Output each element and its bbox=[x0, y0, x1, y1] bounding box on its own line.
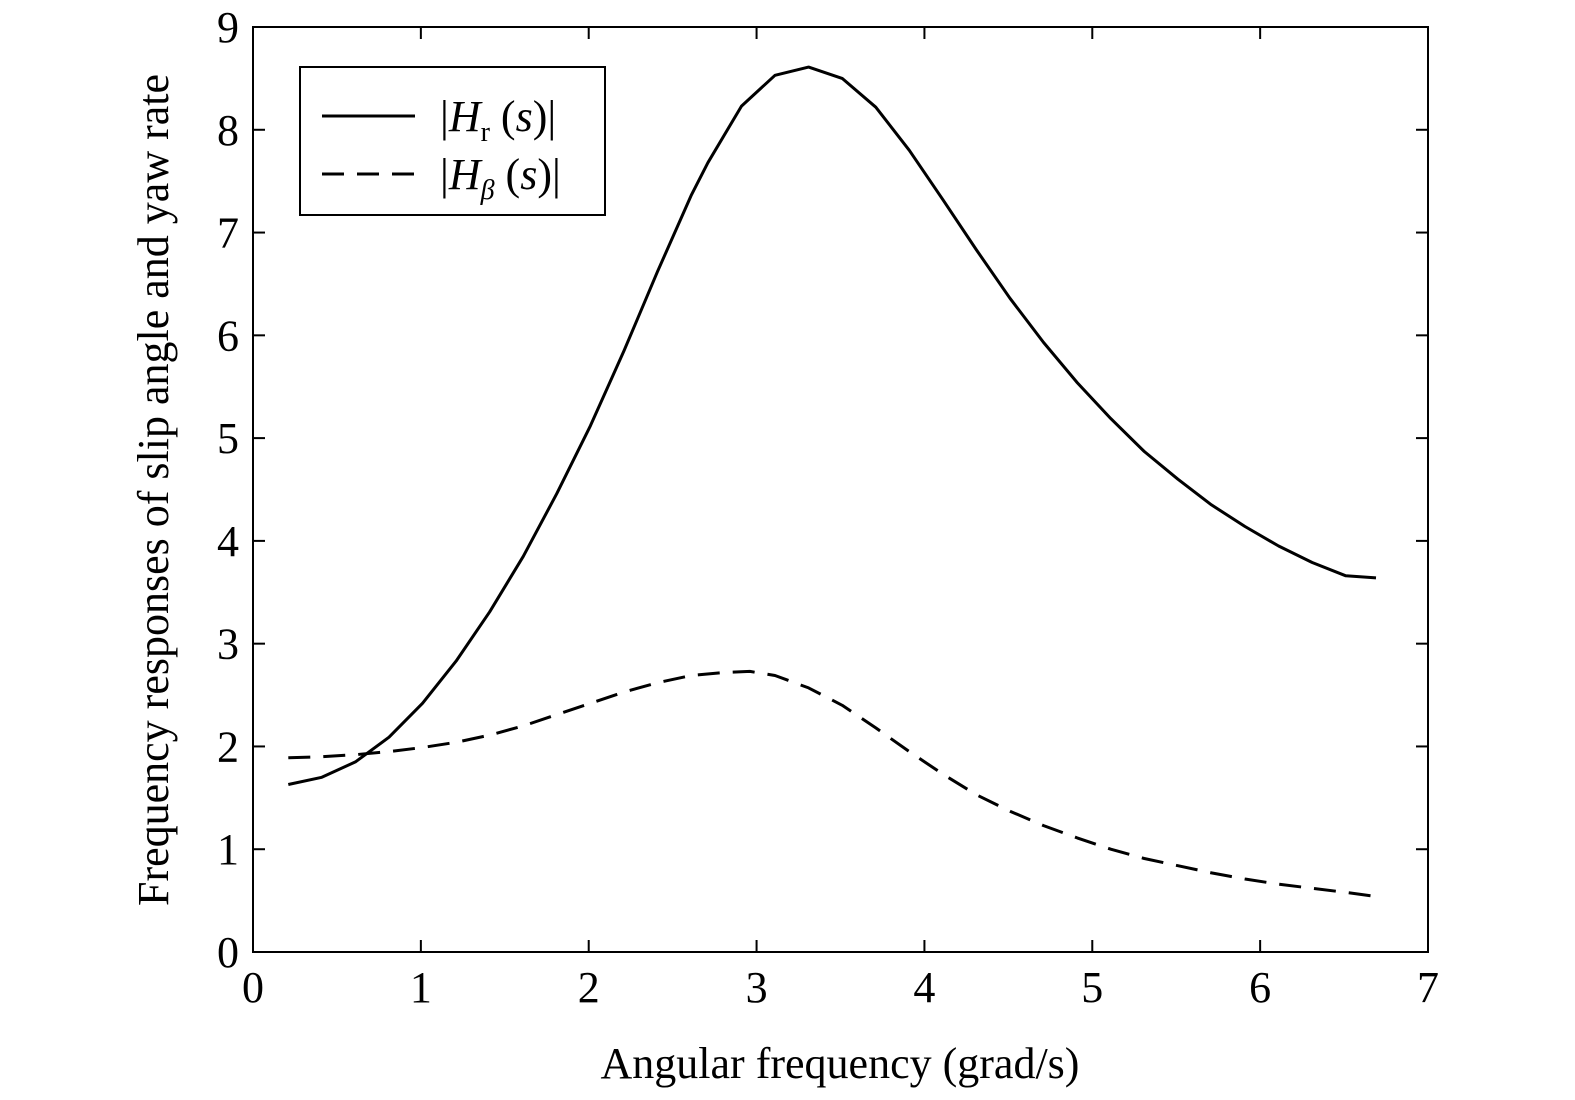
series-line-h-r bbox=[287, 65, 1377, 786]
y-tick-label: 1 bbox=[217, 825, 239, 874]
y-tick-label: 8 bbox=[217, 106, 239, 155]
series-line-h-beta bbox=[288, 669, 1377, 898]
y-tick-label: 9 bbox=[217, 3, 239, 52]
legend: |Hr (s)||Hβ (s)| bbox=[299, 66, 606, 216]
series-group bbox=[287, 65, 1377, 898]
x-tick-label: 6 bbox=[1249, 963, 1271, 1012]
x-tick-label: 2 bbox=[578, 963, 600, 1012]
y-tick-label: 5 bbox=[217, 414, 239, 463]
y-tick-label: 7 bbox=[217, 209, 239, 258]
legend-label: |Hr (s)| bbox=[440, 92, 556, 148]
y-tick-label: 6 bbox=[217, 311, 239, 360]
y-tick-label: 0 bbox=[217, 928, 239, 977]
plot-frame bbox=[252, 26, 1429, 953]
x-tick-label: 5 bbox=[1081, 963, 1103, 1012]
x-axis-label: Angular frequency (grad/s) bbox=[601, 1039, 1080, 1088]
legend-label: |Hβ (s)| bbox=[440, 150, 561, 206]
x-tick-label: 0 bbox=[242, 963, 264, 1012]
x-tick-label: 3 bbox=[746, 963, 768, 1012]
x-tick-label: 7 bbox=[1417, 963, 1439, 1012]
y-tick-label: 2 bbox=[217, 722, 239, 771]
x-tick-label: 4 bbox=[913, 963, 935, 1012]
y-tick-label: 4 bbox=[217, 517, 239, 566]
axes: 0 1 2 3 4 5 6 7 0 1 2 3 4 5 6 7 8 9 bbox=[217, 3, 1439, 1012]
y-tick-label: 3 bbox=[217, 620, 239, 669]
legend-box bbox=[299, 66, 606, 216]
y-axis-label: Frequency responses of slip angle and ya… bbox=[129, 74, 178, 906]
x-tick-label: 1 bbox=[410, 963, 432, 1012]
plot-area bbox=[252, 26, 1429, 953]
